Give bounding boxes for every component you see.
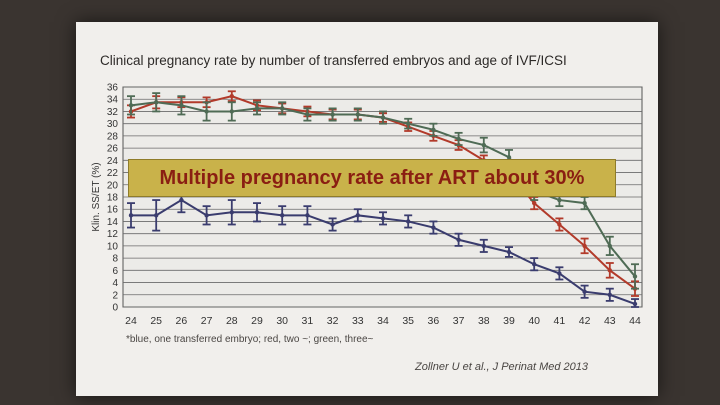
data-point-red [532, 200, 537, 206]
data-point-blue [632, 301, 638, 307]
y-tick-label: 18 [107, 193, 119, 204]
citation: Zollner U et al., J Perinat Med 2013 [415, 361, 589, 373]
y-tick-label: 26 [107, 144, 119, 155]
x-tick-label: 29 [251, 315, 263, 327]
data-point-blue [456, 237, 461, 242]
data-point-blue [380, 216, 386, 221]
data-point-blue [607, 292, 612, 297]
y-tick-label: 20 [107, 180, 119, 191]
x-tick-label: 27 [201, 315, 213, 327]
data-point-blue [582, 289, 587, 294]
data-point-blue [330, 222, 335, 227]
data-point-green [532, 188, 537, 194]
x-tick-label: 38 [478, 315, 490, 327]
y-tick-label: 16 [107, 205, 119, 216]
y-tick-label: 34 [107, 95, 119, 106]
y-axis-label: Klin. SS/ET (%) [91, 162, 102, 231]
x-tick-label: 24 [125, 315, 137, 327]
data-point-green [406, 121, 411, 126]
data-point-green [154, 100, 159, 105]
data-point-green [632, 274, 638, 279]
data-point-red [557, 222, 562, 227]
data-point-green [128, 103, 134, 108]
x-tick-label: 43 [604, 315, 616, 327]
y-tick-label: 6 [112, 266, 118, 277]
data-point-blue [305, 213, 310, 218]
data-point-green [330, 112, 335, 117]
data-point-blue [204, 213, 209, 218]
y-tick-label: 10 [107, 241, 119, 252]
y-tick-label: 12 [107, 229, 119, 240]
y-tick-label: 28 [107, 131, 119, 142]
x-tick-label: 40 [528, 315, 540, 327]
data-point-blue [229, 210, 234, 215]
x-tick-label: 36 [428, 315, 440, 327]
y-tick-label: 32 [107, 107, 119, 118]
data-point-green [380, 115, 386, 120]
x-tick-label: 25 [150, 315, 162, 327]
data-point-blue [557, 271, 562, 276]
data-point-green [506, 155, 512, 160]
data-point-red [229, 93, 234, 99]
data-point-green [254, 106, 260, 111]
x-tick-label: 41 [554, 315, 566, 327]
x-tick-label: 34 [377, 315, 389, 327]
x-tick-label: 32 [327, 315, 339, 327]
data-point-green [481, 142, 486, 148]
x-tick-label: 42 [579, 315, 591, 327]
data-point-red [506, 170, 512, 175]
y-tick-label: 24 [107, 156, 119, 167]
data-point-red [481, 158, 486, 163]
slide-title: Clinical pregnancy rate by number of tra… [100, 53, 567, 68]
footnote: *blue, one transferred embryo; red, two … [126, 334, 374, 345]
data-point-green [280, 106, 285, 111]
data-point-green [204, 109, 209, 114]
x-tick-label: 28 [226, 315, 238, 327]
x-tick-label: 31 [302, 315, 314, 327]
data-point-blue [532, 262, 537, 267]
data-point-blue [406, 219, 411, 224]
data-point-red [607, 268, 612, 273]
y-tick-label: 14 [107, 217, 119, 228]
x-tick-label: 26 [176, 315, 188, 327]
data-point-blue [128, 213, 134, 218]
x-tick-label: 30 [276, 315, 288, 327]
data-point-red [582, 243, 587, 249]
data-point-blue [355, 213, 360, 218]
y-tick-label: 36 [107, 83, 119, 94]
data-point-green [305, 112, 310, 117]
data-point-green [557, 197, 562, 203]
data-point-blue [506, 249, 512, 255]
x-tick-label: 44 [629, 315, 641, 327]
data-point-green [229, 109, 234, 114]
data-point-green [355, 112, 360, 117]
data-point-green [431, 127, 436, 132]
y-tick-label: 30 [107, 119, 119, 130]
data-point-blue [254, 210, 260, 215]
data-point-blue [280, 213, 285, 218]
x-tick-label: 33 [352, 315, 364, 327]
x-tick-label: 35 [402, 315, 414, 327]
y-tick-label: 2 [112, 290, 118, 301]
y-tick-label: 22 [107, 168, 119, 179]
data-point-blue [154, 213, 159, 218]
data-point-green [179, 103, 184, 108]
data-point-green [456, 136, 461, 142]
y-tick-label: 0 [112, 303, 118, 314]
data-point-green [607, 243, 612, 249]
data-point-blue [481, 243, 486, 249]
data-point-blue [179, 197, 184, 203]
y-tick-label: 4 [112, 278, 118, 289]
data-point-green [582, 200, 587, 206]
x-tick-label: 39 [503, 315, 515, 327]
data-point-blue [431, 225, 436, 230]
y-tick-label: 8 [112, 254, 118, 265]
x-tick-label: 37 [453, 315, 465, 327]
